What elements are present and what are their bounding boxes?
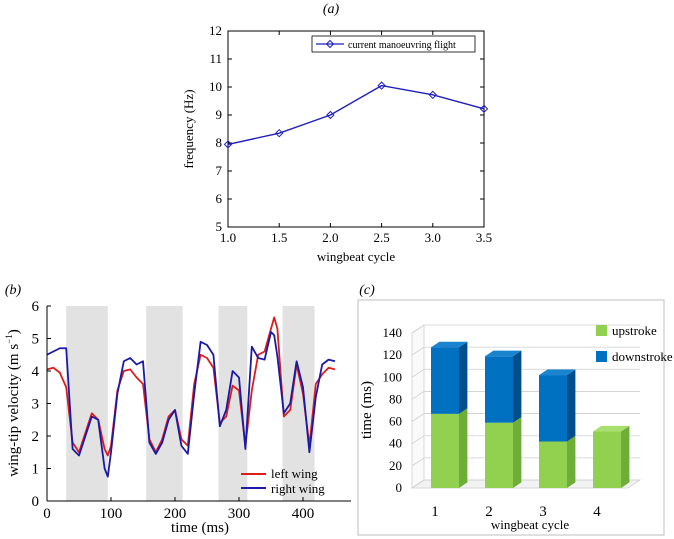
- bar-upstroke-front: [431, 413, 459, 488]
- chart-side-wall: [411, 324, 425, 489]
- panel-a-legend: current manoeuvring flight: [311, 35, 476, 53]
- data-point-marker: [326, 110, 335, 120]
- y-tick-label: 4: [32, 364, 40, 380]
- y-tick-label: 5: [216, 219, 223, 234]
- shaded-interval: [218, 306, 248, 501]
- panel-a-frame: [227, 30, 485, 228]
- x-tick-label: 1.0: [220, 230, 236, 245]
- x-tick-label: 200: [164, 506, 187, 522]
- y-tick-label: 20: [389, 458, 402, 473]
- bar-upstroke-side: [459, 408, 468, 488]
- x-tick-label: 4: [593, 504, 601, 520]
- y-tick-label: 2: [32, 429, 40, 445]
- x-tick-label: 3.0: [425, 230, 441, 245]
- shaded-interval: [146, 306, 183, 501]
- y-tick-label: 5: [32, 332, 40, 348]
- y-tick-label: 10: [209, 79, 222, 94]
- y-tick-label: 60: [389, 414, 402, 429]
- shaded-interval: [282, 306, 315, 501]
- x-tick-label: 3.5: [476, 230, 492, 245]
- y-tick-label: 80: [389, 391, 402, 406]
- y-tick-label: 100: [383, 369, 403, 384]
- x-tick-label: 400: [292, 506, 315, 522]
- panel-a: (a) 5 6 7 8 9 10 11 12 1.0 1.5 2.0 2.5 3.0 3.5 curre…: [181, 2, 492, 264]
- bar-downstroke-front: [431, 347, 459, 414]
- legend-swatch-upstroke: [596, 325, 607, 336]
- panel-a-xlabel: wingbeat cycle: [317, 249, 396, 264]
- legend-diamond-marker: [325, 39, 335, 49]
- y-tick-label: 9: [216, 107, 223, 122]
- bar-downstroke-side: [513, 350, 522, 423]
- data-point-marker: [377, 81, 386, 90]
- x-tick-label: 1: [431, 504, 439, 520]
- legend-label-upstroke: upstroke: [612, 323, 657, 338]
- x-tick-label: 3: [539, 504, 547, 520]
- bar-upstroke-side: [567, 435, 576, 488]
- data-point-marker: [274, 128, 284, 138]
- x-tick-label: 300: [228, 506, 251, 522]
- panel-c-label: (c): [359, 283, 375, 298]
- gridline: [411, 324, 640, 334]
- panel-a-ylabel: frequency (Hz): [181, 89, 196, 168]
- legend-label-left-wing: left wing: [271, 466, 318, 481]
- panel-c-ylabel: time (ms): [359, 381, 375, 439]
- y-tick-label: 8: [216, 135, 223, 150]
- panel-b: (b) 0 1 2 3 4 5 6 0 100 200 300 400 left wing righ…: [4, 283, 351, 536]
- y-tick-label: 6: [216, 191, 223, 206]
- series-line-right-wing: [47, 331, 336, 478]
- gridline: [411, 368, 640, 378]
- y-tick-label: 120: [383, 347, 403, 362]
- x-tick-label: 100: [100, 506, 123, 522]
- y-tick-label: 6: [32, 299, 40, 315]
- bar-downstroke-side: [567, 369, 576, 442]
- panel-b-legend: left wing right wing: [241, 466, 325, 496]
- shaded-interval: [66, 306, 108, 501]
- bar-downstroke-top: [485, 350, 522, 357]
- bar-downstroke-top: [431, 341, 468, 348]
- bar-upstroke-side: [621, 425, 630, 488]
- x-tick-label: 2: [485, 504, 493, 520]
- y-tick-label: 3: [32, 397, 40, 413]
- x-tick-label: 1.5: [271, 230, 287, 245]
- panel-c: (c) 0 20 40 60 80 100 120 140 1 2 3 4 upstroke dow…: [357, 283, 673, 536]
- y-tick-label: 0: [32, 494, 40, 510]
- bar-upstroke-side: [513, 417, 522, 488]
- y-tick-label: 12: [209, 23, 222, 38]
- y-tick-label: 1: [32, 462, 40, 478]
- x-tick-label: 2.5: [373, 230, 389, 245]
- panel-b-xlabel: time (ms): [171, 520, 229, 536]
- data-point-marker: [479, 104, 489, 114]
- x-tick-label: 0: [43, 506, 51, 522]
- legend-box: [311, 35, 476, 53]
- data-point-marker: [428, 90, 438, 100]
- y-tick-label: 0: [396, 480, 403, 495]
- panel-b-label: (b): [5, 283, 22, 298]
- panel-a-label: (a): [323, 2, 340, 17]
- bar-downstroke-top: [539, 369, 576, 376]
- panel-c-legend: upstroke downstroke: [596, 323, 673, 364]
- bar-upstroke-top: [593, 425, 630, 432]
- bar-downstroke-front: [485, 356, 513, 423]
- data-point-marker: [223, 140, 233, 149]
- legend-label-right-wing: right wing: [271, 481, 325, 496]
- bar-downstroke-front: [539, 375, 567, 442]
- x-tick-label: 2.0: [322, 230, 338, 245]
- y-tick-label: 7: [216, 163, 223, 178]
- panel-c-xlabel: wingbeat cycle: [491, 517, 570, 532]
- bar-upstroke-front: [593, 431, 621, 488]
- series-line-current-manoeuvring-flight: [227, 84, 485, 146]
- y-tick-label: 40: [389, 436, 402, 451]
- legend-swatch-downstroke: [596, 351, 607, 362]
- y-tick-label: 140: [383, 325, 403, 340]
- legend-label-downstroke: downstroke: [612, 349, 673, 364]
- gridline: [411, 346, 640, 356]
- legend-label-current-manoeuvring-flight: current manoeuvring flight: [348, 40, 456, 51]
- y-tick-label: 11: [209, 51, 222, 66]
- panel-b-ylabel: wing-tip velocity (m s−1): [4, 329, 22, 476]
- bar-upstroke-front: [485, 422, 513, 488]
- bar-upstroke-front: [539, 441, 567, 488]
- bar-downstroke-side: [459, 341, 468, 414]
